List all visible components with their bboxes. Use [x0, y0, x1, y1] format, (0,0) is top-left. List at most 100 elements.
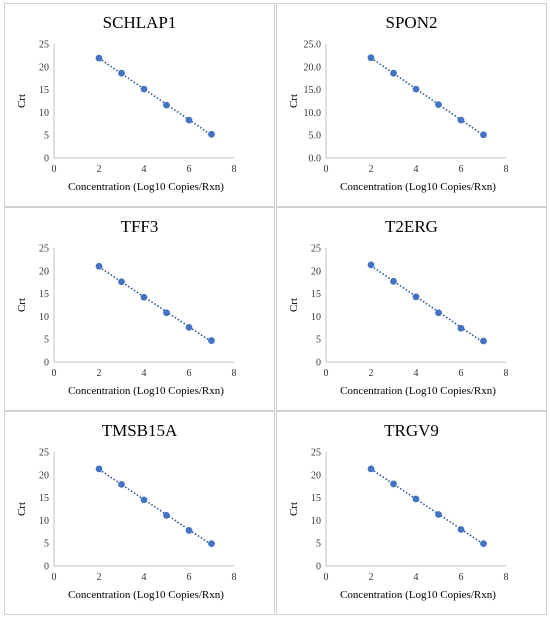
- y-tick-label: 10: [311, 516, 321, 527]
- y-tick-label: 5: [316, 539, 321, 550]
- chart-title: TMSB15A: [102, 421, 178, 440]
- chart-panel-tff3: TFF3 0 5 10 15 20 25 0 2 4 6 8 Concentration (Log10 …: [4, 207, 275, 411]
- y-tick-label: 10: [311, 312, 321, 323]
- chart-panel-spon2: SPON2 0.0 5.0 10.0 15.0 20.0 25.0 0 2 4 6 8 Concentr…: [276, 3, 547, 207]
- y-tick-label: 10: [39, 516, 49, 527]
- y-tick-label: 25: [311, 448, 321, 459]
- y-tick-label: 25: [39, 40, 49, 51]
- x-tick-label: 8: [504, 572, 509, 583]
- data-point: [435, 101, 442, 109]
- y-tick-label: 25: [311, 244, 321, 255]
- data-point: [208, 337, 215, 344]
- y-tick-label: 5.0: [309, 131, 322, 142]
- x-tick-label: 6: [187, 368, 192, 379]
- x-axis-label: Concentration (Log10 Copies/Rxn): [340, 385, 496, 397]
- y-tick-label: 20.0: [304, 62, 322, 73]
- y-tick-label: 5: [44, 131, 49, 142]
- x-tick-label: 2: [97, 368, 102, 379]
- chart-svg: TRGV9 0 5 10 15 20 25 0 2 4 6 8 Concentration (Log10…: [288, 421, 509, 601]
- data-point: [480, 131, 487, 139]
- data-point: [208, 130, 215, 138]
- chart-svg: T2ERG 0 5 10 15 20 25 0 2 4 6 8 Concentration (Log10…: [288, 217, 509, 397]
- data-point: [412, 293, 420, 301]
- y-tick-label: 15.0: [304, 85, 322, 96]
- y-tick-label: 15: [311, 289, 321, 300]
- data-point: [412, 85, 420, 93]
- chart-svg: TFF3 0 5 10 15 20 25 0 2 4 6 8 Concentration (Log10 …: [16, 217, 237, 397]
- trendline: [98, 266, 212, 343]
- trendline: [370, 265, 484, 344]
- data-point: [185, 527, 193, 534]
- chart-title: TRGV9: [384, 421, 439, 440]
- trendline: [98, 57, 212, 136]
- x-tick-label: 0: [52, 368, 57, 379]
- chart-title: TFF3: [121, 217, 159, 236]
- x-axis-label: Concentration (Log10 Copies/Rxn): [68, 181, 224, 193]
- data-point: [208, 540, 215, 548]
- x-tick-label: 2: [97, 164, 102, 175]
- y-tick-label: 5: [44, 335, 49, 346]
- data-point: [163, 101, 170, 109]
- data-point: [480, 540, 487, 548]
- data-point: [163, 309, 170, 317]
- chart-panel-tmsb15a: TMSB15A 0 5 10 15 20 25 0 2 4 6 8 Concentration (Log…: [4, 411, 275, 615]
- x-tick-label: 8: [504, 164, 509, 175]
- y-tick-label: 20: [39, 470, 49, 481]
- data-point: [390, 69, 397, 77]
- y-tick-label: 20: [39, 62, 49, 73]
- x-tick-label: 6: [459, 572, 464, 583]
- y-tick-label: 0: [316, 562, 321, 573]
- x-tick-label: 8: [232, 368, 237, 379]
- y-tick-label: 20: [311, 470, 321, 481]
- x-tick-label: 0: [324, 572, 329, 583]
- y-tick-label: 25: [39, 244, 49, 255]
- data-point: [457, 324, 465, 332]
- x-tick-label: 6: [187, 164, 192, 175]
- trendline: [98, 468, 212, 546]
- data-point: [367, 261, 375, 269]
- y-tick-label: 10.0: [304, 108, 322, 119]
- x-tick-label: 4: [142, 572, 147, 583]
- chart-panel-schlap1: SCHLAP1 0 5 10 15 20 25 0 2 4 6 8 Concentration (Log…: [4, 3, 275, 207]
- y-tick-label: 15: [39, 85, 49, 96]
- y-tick-label: 15: [311, 493, 321, 504]
- y-tick-label: 15: [39, 493, 49, 504]
- data-point: [412, 495, 420, 503]
- x-axis-label: Concentration (Log10 Copies/Rxn): [68, 385, 224, 397]
- y-axis-label: Crt: [16, 502, 28, 516]
- chart-svg: SCHLAP1 0 5 10 15 20 25 0 2 4 6 8 Concentration (Log…: [16, 13, 237, 193]
- x-tick-label: 0: [324, 368, 329, 379]
- data-point: [435, 511, 442, 518]
- x-tick-label: 2: [369, 164, 374, 175]
- x-tick-label: 2: [97, 572, 102, 583]
- x-axis-label: Concentration (Log10 Copies/Rxn): [68, 589, 224, 601]
- y-tick-label: 0: [316, 358, 321, 369]
- data-point: [95, 465, 103, 473]
- trendline: [370, 468, 484, 545]
- data-point: [435, 309, 442, 317]
- y-axis-label: Crt: [16, 298, 28, 312]
- data-point: [367, 54, 375, 62]
- data-point: [390, 480, 397, 488]
- data-point: [95, 262, 103, 270]
- y-axis-label: Crt: [16, 94, 28, 108]
- y-tick-label: 10: [39, 108, 49, 119]
- x-tick-label: 6: [459, 368, 464, 379]
- data-point: [118, 69, 125, 77]
- y-axis-label: Crt: [288, 298, 300, 312]
- y-axis-label: Crt: [288, 502, 300, 516]
- chart-svg: SPON2 0.0 5.0 10.0 15.0 20.0 25.0 0 2 4 6 8 Concentr…: [288, 13, 509, 193]
- x-tick-label: 8: [232, 572, 237, 583]
- chart-title: T2ERG: [385, 217, 438, 236]
- x-tick-label: 4: [414, 368, 419, 379]
- data-point: [118, 278, 125, 286]
- data-point: [163, 511, 170, 519]
- x-tick-label: 8: [504, 368, 509, 379]
- y-tick-label: 5: [44, 539, 49, 550]
- x-tick-label: 0: [324, 164, 329, 175]
- data-point: [390, 277, 397, 285]
- y-axis-label: Crt: [288, 94, 300, 108]
- data-point: [140, 85, 148, 93]
- x-tick-label: 0: [52, 572, 57, 583]
- data-point: [367, 465, 375, 473]
